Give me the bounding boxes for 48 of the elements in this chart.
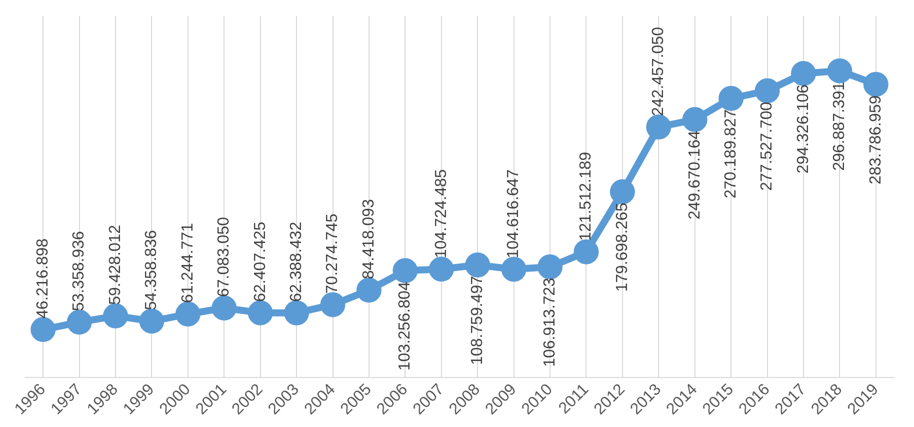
data-label: 106.913.723 <box>541 278 558 367</box>
point <box>718 86 744 111</box>
point <box>827 58 852 84</box>
data-label: 283.786.959 <box>867 95 884 184</box>
point <box>538 254 563 280</box>
data-label: 104.616.647 <box>505 169 522 258</box>
point <box>320 292 346 318</box>
data-label: 53.358.936 <box>70 231 88 312</box>
data-label: 104.724.485 <box>432 169 450 258</box>
data-label: 103.256.804 <box>396 282 414 371</box>
data-label: 242.457.050 <box>650 26 668 116</box>
point <box>863 72 888 97</box>
point <box>790 60 816 86</box>
data-label: 62.407.425 <box>252 222 269 302</box>
point <box>212 296 237 321</box>
point <box>610 179 635 204</box>
point <box>501 256 526 282</box>
data-label: 277.527.700 <box>758 102 776 191</box>
point <box>248 300 273 326</box>
point <box>428 256 454 282</box>
data-label: 121.512.189 <box>578 152 595 241</box>
point <box>139 308 164 334</box>
point <box>356 278 382 303</box>
data-label: 70.274.745 <box>324 214 342 294</box>
point <box>392 258 418 284</box>
data-label: 270.189.827 <box>722 109 740 198</box>
point <box>66 310 92 335</box>
point <box>284 300 310 326</box>
data-label: 294.326.106 <box>794 84 812 174</box>
data-label: 296.887.391 <box>831 82 848 171</box>
point <box>175 302 200 327</box>
point <box>646 114 672 140</box>
point <box>103 303 128 328</box>
data-label: 54.358.836 <box>143 230 160 310</box>
point <box>30 317 56 342</box>
data-label: 59.428.012 <box>106 224 124 305</box>
point <box>574 239 599 264</box>
data-label: 249.670.164 <box>686 130 704 220</box>
data-label: 62.388.432 <box>288 222 305 302</box>
data-label: 108.759.497 <box>469 276 486 365</box>
point <box>682 107 708 132</box>
data-label: 84.418.093 <box>360 198 378 280</box>
point <box>754 78 780 104</box>
data-label: 61.244.771 <box>179 222 196 304</box>
point <box>465 252 490 278</box>
data-label: 67.083.050 <box>216 216 233 298</box>
data-label: 46.216.898 <box>34 238 52 319</box>
data-label: 179.698.265 <box>614 202 631 292</box>
